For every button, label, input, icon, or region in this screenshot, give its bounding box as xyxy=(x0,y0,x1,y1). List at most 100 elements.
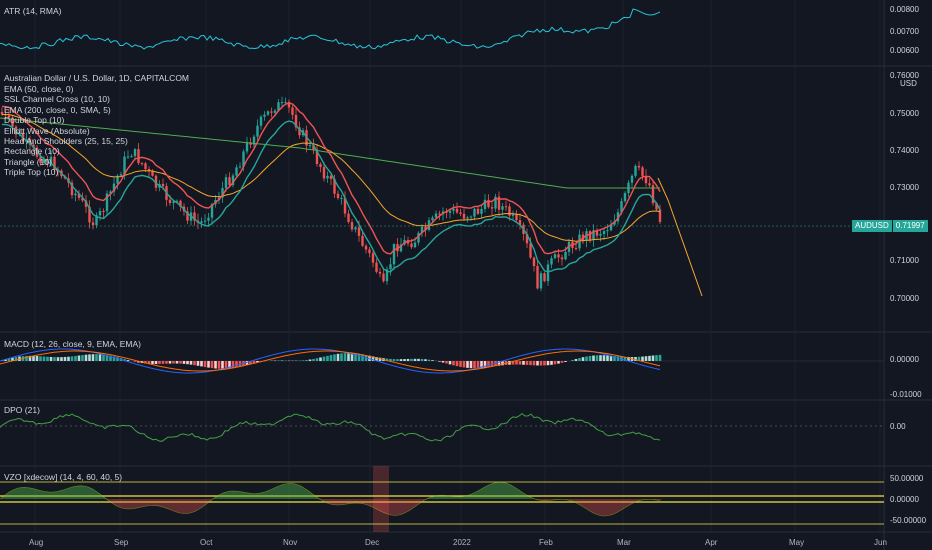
candle-body xyxy=(91,222,95,226)
macd-histogram-bar xyxy=(592,355,595,361)
macd-histogram-bar xyxy=(508,361,511,365)
candle-body xyxy=(438,213,441,215)
indicator-legend-item[interactable]: Elliott Wave (Absolute) xyxy=(4,125,90,136)
macd-histogram-bar xyxy=(438,361,441,362)
candle-body xyxy=(651,185,655,204)
macd-histogram-bar xyxy=(249,361,252,365)
macd-signal-line xyxy=(0,350,661,372)
candle-body xyxy=(413,242,417,248)
candle-body xyxy=(361,235,364,246)
candle-body xyxy=(221,187,224,198)
ssl-channel-red xyxy=(1,102,661,255)
macd-histogram-bar xyxy=(161,361,165,364)
macd-histogram-bar xyxy=(147,361,151,364)
candle-body xyxy=(424,226,427,230)
candle-body xyxy=(319,164,322,168)
macd-histogram-bar xyxy=(203,361,207,368)
macd-histogram-bar xyxy=(413,358,417,361)
candle-body xyxy=(70,182,74,196)
macd-histogram-bar xyxy=(459,361,462,367)
macd-histogram-bar xyxy=(151,361,154,364)
time-label: Aug xyxy=(29,538,44,547)
macd-histogram-bar xyxy=(144,361,147,364)
macd-histogram-bar xyxy=(588,355,592,361)
candle-body xyxy=(105,193,109,212)
macd-histogram-bar xyxy=(182,361,186,364)
macd-histogram-bar xyxy=(312,358,315,361)
candle-body xyxy=(347,213,350,223)
macd-histogram-bar xyxy=(578,358,581,361)
candle-body xyxy=(77,193,81,198)
macd-histogram-bar xyxy=(333,354,336,361)
candle-body xyxy=(224,177,228,188)
macd-tick: -0.01000 xyxy=(890,390,922,399)
main-top-tick: 0.76000 xyxy=(890,71,919,80)
macd-histogram-bar xyxy=(133,361,137,362)
indicator-legend-item[interactable]: EMA (200, close, 0, SMA, 5) xyxy=(4,104,111,115)
macd-histogram-bar xyxy=(420,358,424,361)
indicator-legend-item[interactable]: Triangle (10) xyxy=(4,156,52,167)
macd-histogram-bar xyxy=(228,361,231,369)
macd-histogram-bar xyxy=(42,356,46,361)
time-label: Mar xyxy=(617,538,631,547)
candle-body xyxy=(375,262,378,272)
candle-body xyxy=(161,184,165,187)
macd-histogram-bar xyxy=(595,355,599,361)
macd-histogram-bar xyxy=(91,354,95,361)
vzo-positive-area xyxy=(0,482,662,499)
candle-body xyxy=(88,206,91,223)
indicator-legend-item[interactable]: Triple Top (10) xyxy=(4,167,59,178)
currency-label: USD xyxy=(900,79,917,88)
candle-body xyxy=(497,196,501,210)
macd-histogram-bar xyxy=(536,361,539,366)
macd-histogram-bar xyxy=(235,361,238,368)
time-label: Oct xyxy=(200,538,213,547)
candle-body xyxy=(259,116,263,126)
candle-body xyxy=(462,213,466,219)
candle-body xyxy=(637,165,641,168)
candle-body xyxy=(508,206,511,216)
macd-histogram-bar xyxy=(231,361,235,368)
indicator-legend-item[interactable]: EMA (50, close, 0) xyxy=(4,84,74,94)
candle-body xyxy=(133,149,137,157)
candle-body xyxy=(529,243,532,258)
macd-histogram-bar xyxy=(11,357,14,361)
macd-histogram-bar xyxy=(627,356,630,361)
indicator-legend-item[interactable]: SSL Channel Cross (10, 10) xyxy=(4,94,110,105)
candle-body xyxy=(238,166,242,168)
macd-histogram-bar xyxy=(238,361,242,367)
macd-histogram-bar xyxy=(4,359,7,361)
candle-body xyxy=(329,175,333,179)
candle-body xyxy=(490,207,494,209)
macd-histogram-bar xyxy=(539,361,543,366)
candle-body xyxy=(284,101,287,103)
macd-histogram-bar xyxy=(305,359,308,361)
indicator-legend-item[interactable]: Double Top (10) xyxy=(4,115,65,126)
macd-histogram-bar xyxy=(56,357,60,361)
candle-body xyxy=(578,234,581,249)
candle-body xyxy=(609,224,613,231)
candle-body xyxy=(119,174,123,176)
macd-histogram-bar xyxy=(77,355,81,361)
candle-body xyxy=(53,156,56,171)
candle-body xyxy=(487,199,490,208)
macd-histogram-bar xyxy=(476,361,480,369)
candle-body xyxy=(560,257,564,260)
candle-body xyxy=(574,247,578,249)
macd-histogram-bar xyxy=(137,361,140,363)
candle-body xyxy=(532,257,536,267)
candle-body xyxy=(179,200,182,207)
candle-body xyxy=(452,208,455,211)
candle-body xyxy=(630,175,634,183)
main-tick: 0.70000 xyxy=(890,294,919,303)
macd-histogram-bar xyxy=(81,355,84,361)
indicator-legend-item[interactable]: Rectangle (10) xyxy=(4,146,60,157)
macd-line xyxy=(0,348,661,374)
candle-body xyxy=(326,175,329,179)
indicator-legend-item[interactable]: Head And Shoulders (25, 15, 25) xyxy=(4,136,128,146)
macd-histogram-bar xyxy=(88,354,91,361)
macd-histogram-bar xyxy=(109,355,112,361)
macd-histogram-bar xyxy=(347,353,350,361)
macd-histogram-bar xyxy=(574,358,578,361)
